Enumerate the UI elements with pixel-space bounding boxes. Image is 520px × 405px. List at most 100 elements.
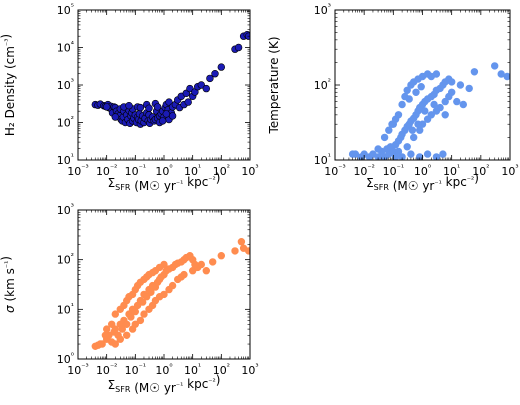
data-point	[131, 320, 140, 328]
x-tick-label: 10⁰	[155, 362, 172, 377]
x-tick-label: 10⁰	[155, 163, 172, 178]
x-tick-label: 10²	[213, 362, 230, 377]
x-tick-label: 10⁻¹	[125, 362, 146, 377]
scatter-points	[91, 31, 250, 128]
data-point	[380, 133, 389, 142]
data-point	[160, 260, 168, 269]
x-tick-label: 10⁻²	[96, 163, 117, 178]
y-axis-label: σ (km s⁻¹)	[0, 256, 17, 313]
y-tick-label: 10³	[57, 77, 74, 92]
y-tick-label: 10²	[57, 115, 74, 130]
data-point	[427, 111, 435, 119]
data-point	[116, 335, 125, 343]
data-point	[448, 78, 456, 86]
data-point	[503, 72, 510, 81]
data-point	[153, 103, 162, 111]
data-point	[388, 120, 396, 128]
data-point	[403, 86, 411, 95]
data-point	[470, 68, 479, 76]
data-point	[231, 247, 239, 255]
x-tick-label: 10⁰	[414, 163, 431, 178]
data-point	[111, 310, 120, 318]
x-tick-label: 10⁻¹	[125, 163, 146, 178]
data-point	[147, 288, 155, 296]
data-point	[127, 313, 135, 321]
data-point	[237, 238, 246, 246]
data-point	[414, 120, 422, 128]
y-tick-label: 10³	[57, 202, 74, 217]
data-point	[441, 111, 449, 119]
data-point	[211, 69, 219, 78]
data-point	[403, 143, 411, 151]
y-axis-label: Temperature (K)	[267, 36, 281, 134]
data-point	[111, 340, 120, 348]
data-point	[159, 117, 167, 125]
data-point	[131, 307, 140, 316]
data-point	[202, 267, 211, 275]
data-point	[186, 84, 194, 93]
x-tick-label: 10⁻³	[67, 362, 88, 377]
chart-panel-bottom-left: 10⁻³ 10⁻² 10⁻¹ 10⁰ 10¹ 10² 10³ 10⁰ 10¹ 10² 10³ ΣSFR…	[0, 202, 259, 395]
x-tick-label: 10⁻²	[353, 163, 374, 178]
x-tick-label: 10³	[501, 163, 518, 178]
data-point	[374, 145, 382, 153]
data-point	[217, 63, 226, 71]
data-point	[421, 107, 429, 115]
data-point	[145, 104, 153, 112]
x-tick-label: 10²	[213, 163, 230, 178]
data-point	[432, 70, 441, 78]
data-point	[125, 101, 133, 110]
y-axis-label: H₂ Density (cm⁻³)	[0, 34, 17, 136]
data-point	[197, 260, 206, 269]
data-point	[197, 81, 206, 89]
y-tick-label: 10¹	[314, 152, 331, 167]
data-point	[459, 100, 467, 109]
x-tick-label: 10²	[472, 163, 489, 178]
data-point	[101, 331, 110, 339]
data-point	[202, 84, 211, 93]
x-tick-label: 10³	[241, 163, 258, 178]
data-point	[140, 310, 148, 318]
data-point	[168, 112, 177, 120]
data-point	[209, 258, 217, 266]
data-point	[139, 298, 147, 306]
y-tick-label: 10⁴	[57, 40, 74, 55]
data-point	[245, 247, 250, 255]
data-point	[432, 153, 441, 160]
data-point	[394, 147, 403, 156]
x-tick-label: 10⁻²	[96, 362, 117, 377]
y-tick-label: 10²	[57, 252, 74, 267]
x-tick-label: 10⁻¹	[383, 163, 404, 178]
y-tick-label: 10²	[314, 77, 331, 92]
data-point	[417, 82, 425, 91]
data-point	[423, 150, 432, 158]
data-point	[111, 113, 120, 121]
y-tick-label: 10⁰	[57, 351, 74, 366]
data-point	[398, 100, 406, 109]
x-axis-label: ΣSFR (M☉ yr⁻¹ kpc⁻²)	[366, 171, 479, 193]
data-point	[136, 316, 145, 325]
data-point	[391, 115, 400, 123]
data-point	[453, 97, 461, 106]
data-point	[206, 74, 214, 83]
x-tick-label: 10⁻³	[324, 163, 345, 178]
data-point	[162, 110, 171, 118]
scatter-points	[91, 238, 250, 350]
y-tick-label: 10¹	[57, 152, 74, 167]
data-point	[439, 150, 447, 158]
x-tick-label: 10¹	[443, 163, 460, 178]
data-point	[385, 126, 393, 134]
data-point	[96, 340, 105, 348]
chart-panel-top-right: 10⁻³ 10⁻² 10⁻¹ 10⁰ 10¹ 10² 10³ 10¹ 10² 10³ ΣSFR (M…	[267, 2, 519, 193]
data-point	[456, 81, 465, 89]
data-point	[430, 100, 438, 109]
data-point	[122, 331, 131, 339]
x-tick-label: 10⁻³	[67, 163, 88, 178]
data-point	[122, 320, 131, 328]
x-tick-label: 10³	[241, 362, 258, 377]
data-point	[136, 103, 145, 112]
data-point	[436, 103, 444, 112]
x-tick-label: 10¹	[184, 163, 201, 178]
data-point	[191, 260, 199, 269]
